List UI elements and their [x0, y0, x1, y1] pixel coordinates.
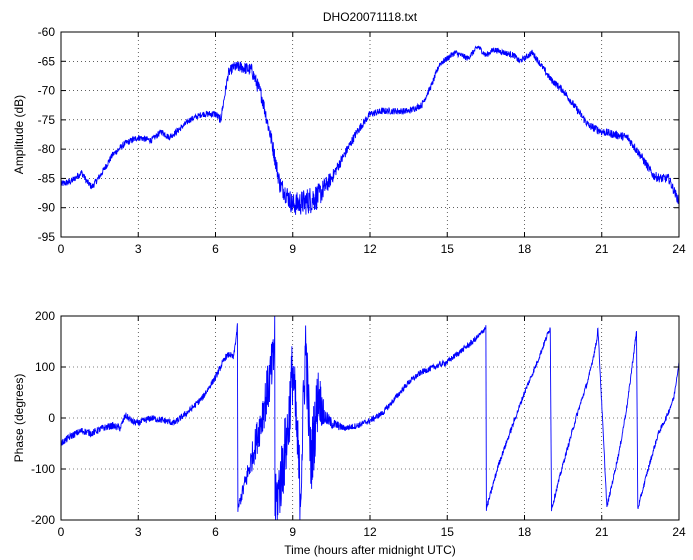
x-tick-label: 12 — [363, 242, 377, 256]
y-tick-label: -60 — [38, 25, 56, 39]
y-tick-label: 100 — [35, 360, 55, 374]
x-tick-label: 9 — [289, 242, 296, 256]
data-series-line — [60, 45, 680, 215]
x-tick-label: 15 — [441, 242, 455, 256]
x-tick-label: 3 — [135, 242, 142, 256]
y-tick-label: -200 — [31, 513, 55, 527]
x-tick-label: 3 — [135, 525, 142, 539]
y-tick-label: 200 — [35, 309, 55, 323]
y-tick-label: -85 — [38, 171, 56, 185]
x-tick-label: 12 — [363, 525, 377, 539]
plot-2: 0 3 6 9 12 15 18 21 24 -200 -100 0 100 200 Phase (degr… — [12, 309, 686, 557]
y-tick-label: -80 — [38, 142, 56, 156]
x-tick-label: 6 — [212, 242, 219, 256]
y-tick-label: -70 — [38, 84, 56, 98]
plot-1: 0 3 6 9 12 15 18 21 24 -95 -90 -85 -80 -75 -70 -65 -60 DH… — [12, 10, 686, 256]
x-tick-label: 18 — [518, 525, 532, 539]
y-tick-label: -75 — [38, 113, 56, 127]
x-tick-label: 21 — [595, 242, 609, 256]
y-tick-label: -65 — [38, 54, 56, 68]
x-tick-label: 6 — [212, 525, 219, 539]
x-tick-label: 21 — [595, 525, 609, 539]
x-tick-label: 18 — [518, 242, 532, 256]
y-tick-label: -90 — [38, 201, 56, 215]
y-tick-label: 0 — [48, 411, 55, 425]
chart-title: DHO20071118.txt — [323, 10, 418, 24]
y-axis-label: Phase (degrees) — [12, 374, 26, 463]
x-tick-label: 24 — [672, 242, 686, 256]
x-tick-label: 0 — [58, 525, 65, 539]
x-tick-label: 9 — [289, 525, 296, 539]
x-tick-label: 0 — [58, 242, 65, 256]
y-tick-label: -95 — [38, 230, 56, 244]
y-tick-label: -100 — [31, 462, 55, 476]
x-tick-label: 24 — [672, 525, 686, 539]
y-axis-label: Amplitude (dB) — [12, 95, 26, 174]
x-axis-label: Time (hours after midnight UTC) — [284, 543, 456, 557]
data-series-line — [60, 315, 680, 521]
x-tick-label: 15 — [441, 525, 455, 539]
